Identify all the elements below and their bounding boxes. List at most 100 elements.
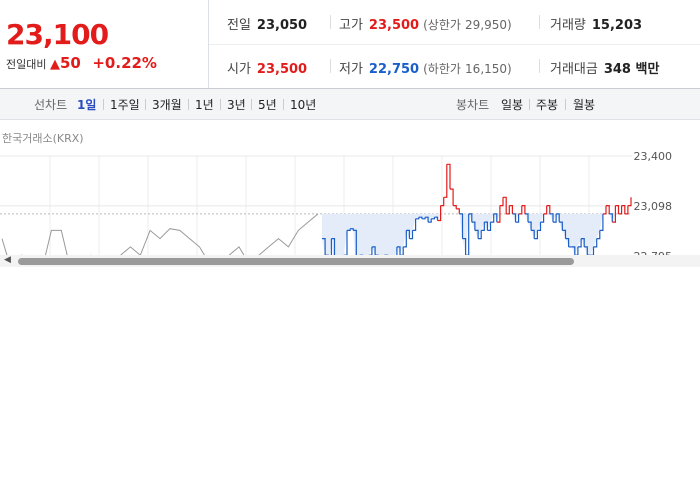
scroll-left-icon[interactable]: ◀: [4, 255, 11, 265]
chart-scrollbar[interactable]: ◀: [0, 255, 700, 267]
price-line-segment: [434, 216, 439, 221]
upper-limit-label: (상한가: [423, 18, 461, 32]
stat-value: 348 백만: [603, 62, 660, 77]
price-line-segment: [515, 213, 520, 223]
price-box: 23,100 전일대비 ▲50 +0.22%: [0, 0, 209, 88]
price-line-segment: [471, 221, 476, 231]
stat-prev-close: 전일 23,050: [227, 14, 307, 33]
price-line-segment: [456, 208, 460, 214]
quote-summary: 23,100 전일대비 ▲50 +0.22% 전일 23,050 고가 23,500…: [0, 0, 700, 89]
tab-5-years[interactable]: 5년: [258, 98, 277, 112]
price-line-segment: [330, 238, 332, 256]
price-line-segment: [481, 222, 485, 231]
price-line-segment: [331, 238, 336, 256]
lower-limit-value: 16,150): [465, 62, 512, 76]
price-line-segment: [618, 205, 623, 215]
price-line-segment: [581, 238, 585, 247]
price-line-segment: [565, 238, 570, 247]
price-line-segment: [468, 213, 473, 223]
tab-divider: [565, 99, 566, 110]
candle-chart-label: 봉차트: [456, 98, 490, 112]
tab-monthly-candle[interactable]: 월봉: [573, 98, 596, 112]
price-line-segment: [506, 205, 510, 215]
price-line-segment: [593, 238, 598, 248]
price-line-segment: [512, 213, 517, 223]
stat-label: 전일: [227, 18, 251, 33]
tab-1-day[interactable]: 1일: [77, 98, 97, 112]
price-line-segment: [531, 229, 535, 239]
below-reference-fill: [322, 213, 631, 256]
stat-label: 고가: [339, 18, 363, 33]
price-line-segment: [462, 238, 467, 256]
price-line-segment: [621, 205, 626, 214]
price-line-segment: [493, 213, 498, 223]
stat-value: 22,750: [368, 62, 420, 77]
price-line-segment: [406, 229, 410, 239]
tab-divider: [103, 99, 104, 110]
stats-row: 시가 23,500 저가 22,750 (하한가 16,150) 거래대금 348 백만: [209, 44, 700, 88]
data-source: 한국거래소(KRX): [2, 132, 84, 145]
price-change: 전일대비 ▲50 +0.22%: [6, 54, 157, 72]
price-line-segment: [478, 230, 482, 240]
divider: [330, 15, 331, 29]
price-line-segment: [371, 246, 376, 256]
tab-1-week[interactable]: 1주일: [110, 98, 140, 112]
y-tick-label: 23,400: [634, 150, 673, 163]
price-line-segment: [562, 229, 567, 239]
stat-open: 시가 23,500: [227, 58, 307, 77]
price-line-segment: [540, 213, 545, 223]
price-line-segment: [624, 205, 629, 215]
stat-value: 15,203: [591, 18, 643, 33]
stat-label: 시가: [227, 62, 251, 77]
price-line-segment: [602, 205, 607, 215]
price-line-segment: [425, 216, 429, 223]
price-line-segment: [546, 205, 551, 214]
tab-divider: [188, 99, 189, 110]
tab-3-months[interactable]: 3개월: [152, 98, 182, 112]
tab-3-years[interactable]: 3년: [227, 98, 246, 112]
stat-value: 23,500: [368, 18, 420, 33]
price-line-segment: [484, 221, 488, 231]
tab-weekly-candle[interactable]: 주봉: [536, 98, 559, 112]
stat-high: 고가 23,500 (상한가 29,950): [339, 14, 512, 33]
price-line-segment: [453, 205, 457, 209]
current-price: 23,100: [6, 18, 109, 51]
price-line-segment: [443, 164, 448, 198]
price-line-segment: [503, 196, 507, 214]
stats-grid: 전일 23,050 고가 23,500 (상한가 29,950) 거래량 15,203 …: [209, 0, 700, 88]
price-line-segment: [446, 163, 451, 190]
change-percent: +0.22%: [92, 54, 157, 72]
price-line-segment: [496, 205, 501, 223]
price-line-segment: [396, 246, 401, 256]
price-line-segment: [396, 246, 398, 256]
price-line-segment: [559, 221, 563, 231]
upper-limit-value: 29,950): [465, 18, 512, 32]
price-line-segment: [409, 230, 414, 240]
tab-daily-candle[interactable]: 일봉: [501, 98, 524, 112]
scrollbar-thumb[interactable]: [18, 258, 574, 265]
price-line-segment: [459, 213, 464, 239]
price-line-segment: [584, 246, 588, 256]
divider: [539, 59, 540, 73]
price-line-segment: [487, 222, 492, 231]
price-line-segment: [537, 222, 542, 231]
tab-1-year[interactable]: 1년: [195, 98, 214, 112]
y-tick-label: 23,098: [634, 200, 673, 213]
price-line-segment: [437, 205, 442, 222]
price-line-segment: [543, 205, 548, 215]
stat-value: 23,500: [256, 62, 308, 77]
stats-row: 전일 23,050 고가 23,500 (상한가 29,950) 거래량 15,203: [209, 0, 700, 45]
stat-trade-amount: 거래대금 348 백만: [550, 58, 659, 77]
tab-divider: [529, 99, 530, 110]
tab-divider: [220, 99, 221, 110]
price-line-segment: [474, 229, 479, 239]
tab-10-years[interactable]: 10년: [290, 98, 317, 112]
price-line-segment: [549, 213, 554, 223]
price-line-segment: [521, 205, 526, 214]
price-line-segment: [553, 213, 557, 223]
divider: [539, 15, 540, 29]
chart-tab-bar: 선차트 1일 1주일 3개월 1년 3년 5년 10년 봉차트 일봉 주봉 월봉: [0, 89, 700, 120]
price-line-segment: [518, 205, 523, 215]
change-value: 50: [59, 54, 81, 72]
price-line-segment: [412, 218, 417, 231]
